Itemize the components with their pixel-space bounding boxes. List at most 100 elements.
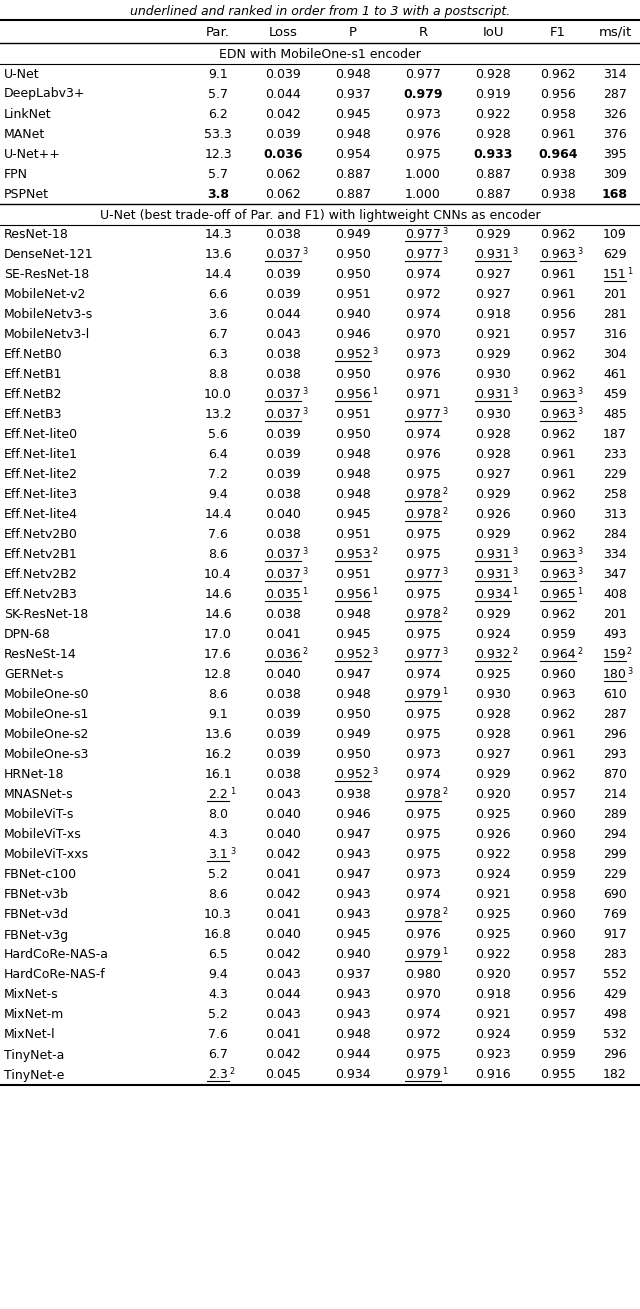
- Text: 0.041: 0.041: [265, 908, 301, 922]
- Text: 0.961: 0.961: [540, 729, 576, 741]
- Text: 0.973: 0.973: [405, 107, 441, 120]
- Text: 10.3: 10.3: [204, 908, 232, 922]
- Text: 233: 233: [603, 449, 627, 462]
- Text: 0.037: 0.037: [265, 568, 301, 581]
- Text: 0.972: 0.972: [405, 1029, 441, 1042]
- Text: 0.039: 0.039: [265, 127, 301, 140]
- Text: 0.945: 0.945: [335, 628, 371, 641]
- Text: 0.928: 0.928: [475, 428, 511, 441]
- Text: Eff.Netv2B0: Eff.Netv2B0: [4, 529, 78, 542]
- Text: 0.958: 0.958: [540, 889, 576, 902]
- Text: 10.0: 10.0: [204, 389, 232, 402]
- Text: 0.950: 0.950: [335, 369, 371, 381]
- Text: 0.976: 0.976: [405, 928, 441, 941]
- Text: 0.930: 0.930: [475, 689, 511, 702]
- Text: 0.925: 0.925: [475, 809, 511, 822]
- Text: GERNet-s: GERNet-s: [4, 669, 63, 682]
- Text: FBNet-v3b: FBNet-v3b: [4, 889, 69, 902]
- Text: 0.978: 0.978: [405, 788, 441, 801]
- Text: MobileNetv3-s: MobileNetv3-s: [4, 309, 93, 322]
- Text: 485: 485: [603, 408, 627, 421]
- Text: 283: 283: [603, 949, 627, 962]
- Text: 0.957: 0.957: [540, 969, 576, 982]
- Text: 0.977: 0.977: [405, 648, 441, 661]
- Text: 0.957: 0.957: [540, 1008, 576, 1021]
- Text: 2: 2: [627, 647, 632, 656]
- Text: 0.963: 0.963: [540, 568, 576, 581]
- Text: 309: 309: [603, 168, 627, 181]
- Text: 1: 1: [442, 687, 447, 696]
- Text: 1: 1: [372, 386, 378, 395]
- Text: 17.0: 17.0: [204, 628, 232, 641]
- Text: 1: 1: [577, 586, 582, 596]
- Text: MobileNet-v2: MobileNet-v2: [4, 288, 86, 301]
- Text: 0.039: 0.039: [265, 469, 301, 482]
- Text: 0.920: 0.920: [475, 788, 511, 801]
- Text: ms/it: ms/it: [598, 25, 632, 38]
- Text: 3: 3: [512, 386, 517, 395]
- Text: 7.6: 7.6: [208, 529, 228, 542]
- Text: 2: 2: [442, 487, 447, 496]
- Text: 0.919: 0.919: [475, 88, 511, 101]
- Text: P: P: [349, 25, 357, 38]
- Text: SE-ResNet-18: SE-ResNet-18: [4, 268, 89, 281]
- Text: 182: 182: [603, 1068, 627, 1081]
- Text: 0.928: 0.928: [475, 729, 511, 741]
- Text: 14.6: 14.6: [204, 589, 232, 602]
- Text: 9.1: 9.1: [208, 68, 228, 80]
- Text: 187: 187: [603, 428, 627, 441]
- Text: 304: 304: [603, 348, 627, 361]
- Text: 0.925: 0.925: [475, 928, 511, 941]
- Text: 0.943: 0.943: [335, 988, 371, 1001]
- Text: 0.958: 0.958: [540, 848, 576, 861]
- Text: 0.039: 0.039: [265, 749, 301, 762]
- Text: 0.974: 0.974: [405, 889, 441, 902]
- Text: 459: 459: [603, 389, 627, 402]
- Text: 0.038: 0.038: [265, 488, 301, 501]
- Text: 0.964: 0.964: [538, 148, 578, 161]
- Text: 0.947: 0.947: [335, 829, 371, 842]
- Text: 13.2: 13.2: [204, 408, 232, 421]
- Text: 0.953: 0.953: [335, 548, 371, 562]
- Text: 0.042: 0.042: [265, 1049, 301, 1062]
- Text: Eff.NetB1: Eff.NetB1: [4, 369, 63, 381]
- Text: 0.973: 0.973: [405, 348, 441, 361]
- Text: 3: 3: [302, 567, 307, 576]
- Text: 5.6: 5.6: [208, 428, 228, 441]
- Text: 3: 3: [372, 347, 377, 356]
- Text: 7.6: 7.6: [208, 1029, 228, 1042]
- Text: 6.4: 6.4: [208, 449, 228, 462]
- Text: 3.6: 3.6: [208, 309, 228, 322]
- Text: 0.950: 0.950: [335, 428, 371, 441]
- Text: 498: 498: [603, 1008, 627, 1021]
- Text: 0.938: 0.938: [335, 788, 371, 801]
- Text: 0.041: 0.041: [265, 1029, 301, 1042]
- Text: 5.7: 5.7: [208, 168, 228, 181]
- Text: FPN: FPN: [4, 168, 28, 181]
- Text: 14.4: 14.4: [204, 508, 232, 521]
- Text: 0.039: 0.039: [265, 449, 301, 462]
- Text: 0.042: 0.042: [265, 889, 301, 902]
- Text: 0.971: 0.971: [405, 389, 441, 402]
- Text: 0.036: 0.036: [263, 148, 303, 161]
- Text: 0.043: 0.043: [265, 969, 301, 982]
- Text: 0.927: 0.927: [475, 268, 511, 281]
- Text: 0.961: 0.961: [540, 127, 576, 140]
- Text: 6.6: 6.6: [208, 288, 228, 301]
- Text: 0.040: 0.040: [265, 669, 301, 682]
- Text: 0.927: 0.927: [475, 288, 511, 301]
- Text: 532: 532: [603, 1029, 627, 1042]
- Text: 14.4: 14.4: [204, 268, 232, 281]
- Text: TinyNet-e: TinyNet-e: [4, 1068, 65, 1081]
- Text: 334: 334: [603, 548, 627, 562]
- Text: 0.960: 0.960: [540, 809, 576, 822]
- Text: 0.963: 0.963: [540, 408, 576, 421]
- Text: 0.948: 0.948: [335, 68, 371, 80]
- Text: 0.975: 0.975: [405, 708, 441, 721]
- Text: 4.3: 4.3: [208, 988, 228, 1001]
- Text: 2: 2: [302, 647, 307, 656]
- Text: 0.963: 0.963: [540, 548, 576, 562]
- Text: 294: 294: [603, 829, 627, 842]
- Text: 0.961: 0.961: [540, 268, 576, 281]
- Text: 0.932: 0.932: [475, 648, 511, 661]
